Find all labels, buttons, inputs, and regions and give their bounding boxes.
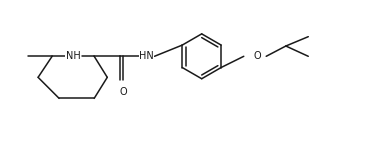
Text: O: O (119, 87, 127, 97)
Text: HN: HN (139, 51, 154, 61)
Text: O: O (254, 51, 262, 61)
Text: NH: NH (66, 51, 81, 61)
